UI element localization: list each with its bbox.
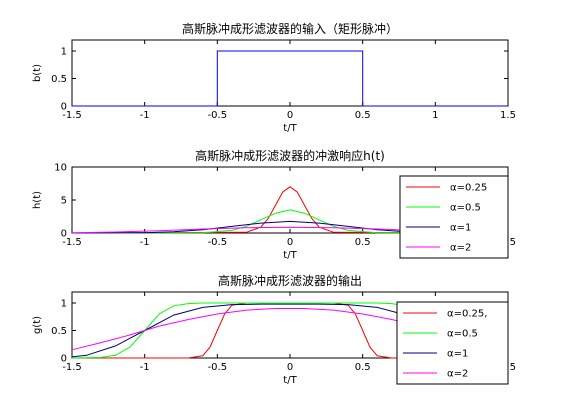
x-tick-label: 0.5	[355, 237, 371, 248]
legend: α=0.25 α=0.5 α=1 α=2	[399, 175, 509, 259]
x-tick-label: 0	[287, 362, 293, 373]
chart-title: 高斯脉冲成形滤波器的输出	[218, 273, 362, 288]
subplot-3: -1.5-1-0.500.511.500.51高斯脉冲成形滤波器的输出t/Tg(…	[32, 273, 516, 386]
x-tick-label: -0.5	[208, 237, 228, 248]
y-tick-label: 0	[61, 354, 67, 365]
x-tick-label: -1	[140, 110, 150, 121]
x-tick-label: -0.5	[208, 362, 228, 373]
y-axis-label: h(t)	[32, 191, 43, 209]
y-axis-label: b(t)	[32, 64, 43, 82]
x-tick-label: -0.5	[208, 110, 228, 121]
y-tick-label: 5	[61, 196, 67, 207]
x-tick-label: -1.5	[62, 110, 82, 121]
legend-label: α=0.25	[450, 183, 487, 194]
series-line-2	[71, 209, 509, 234]
legend: α=0.25, α=0.5 α=1 α=2	[396, 301, 509, 385]
y-tick-label: 0	[61, 102, 67, 113]
chart-title: 高斯脉冲成形滤波器的输入（矩形脉冲）	[182, 21, 398, 36]
x-tick-label: 1.5	[500, 110, 516, 121]
x-axis-label: t/T	[283, 375, 297, 386]
axes-frame	[71, 39, 509, 107]
chart-title: 高斯脉冲成形滤波器的冲激响应h(t)	[195, 148, 385, 163]
x-axis-label: t/T	[283, 123, 297, 134]
legend-box	[399, 175, 509, 259]
x-tick-label: -1.5	[62, 362, 82, 373]
series-line-1	[72, 50, 508, 107]
x-tick-label: -1	[140, 237, 150, 248]
legend-label: α=2	[450, 243, 471, 254]
y-tick-label: 1	[61, 299, 67, 310]
x-tick-label: 0.5	[355, 362, 371, 373]
legend-label: α=0.5	[450, 203, 481, 214]
x-tick-label: -1.5	[62, 237, 82, 248]
subplot-1: -1.5 -1 -0.5 0 0.5 1 1.5 0 0.5 1 高斯脉冲成形滤波器的输入（矩形脉冲…	[32, 21, 516, 134]
y-axis-label: g(t)	[32, 316, 43, 334]
y-tick-label: 1	[61, 47, 67, 58]
legend-label: α=2	[447, 369, 468, 380]
x-tick-label: 0.5	[355, 110, 371, 121]
y-tick-label: 0.5	[51, 74, 67, 85]
legend-label: α=0.5	[447, 329, 478, 340]
y-tick-label: 0.5	[51, 326, 67, 337]
legend-box	[396, 301, 509, 385]
y-tick-label: 10	[54, 163, 67, 174]
y-tick-label: 0	[61, 229, 67, 240]
x-tick-label: 1	[432, 110, 438, 121]
legend-label: α=1	[447, 349, 468, 360]
x-axis-label: t/T	[283, 250, 297, 261]
legend-label: α=1	[450, 223, 471, 234]
x-tick-label: -1	[140, 362, 150, 373]
legend-label: α=0.25,	[447, 309, 487, 320]
x-tick-label: 0	[287, 110, 293, 121]
x-tick-label: 0	[287, 237, 293, 248]
subplot-2: -1.5-1-0.500.511.50510高斯脉冲成形滤波器的冲激响应h(t)…	[32, 148, 516, 261]
